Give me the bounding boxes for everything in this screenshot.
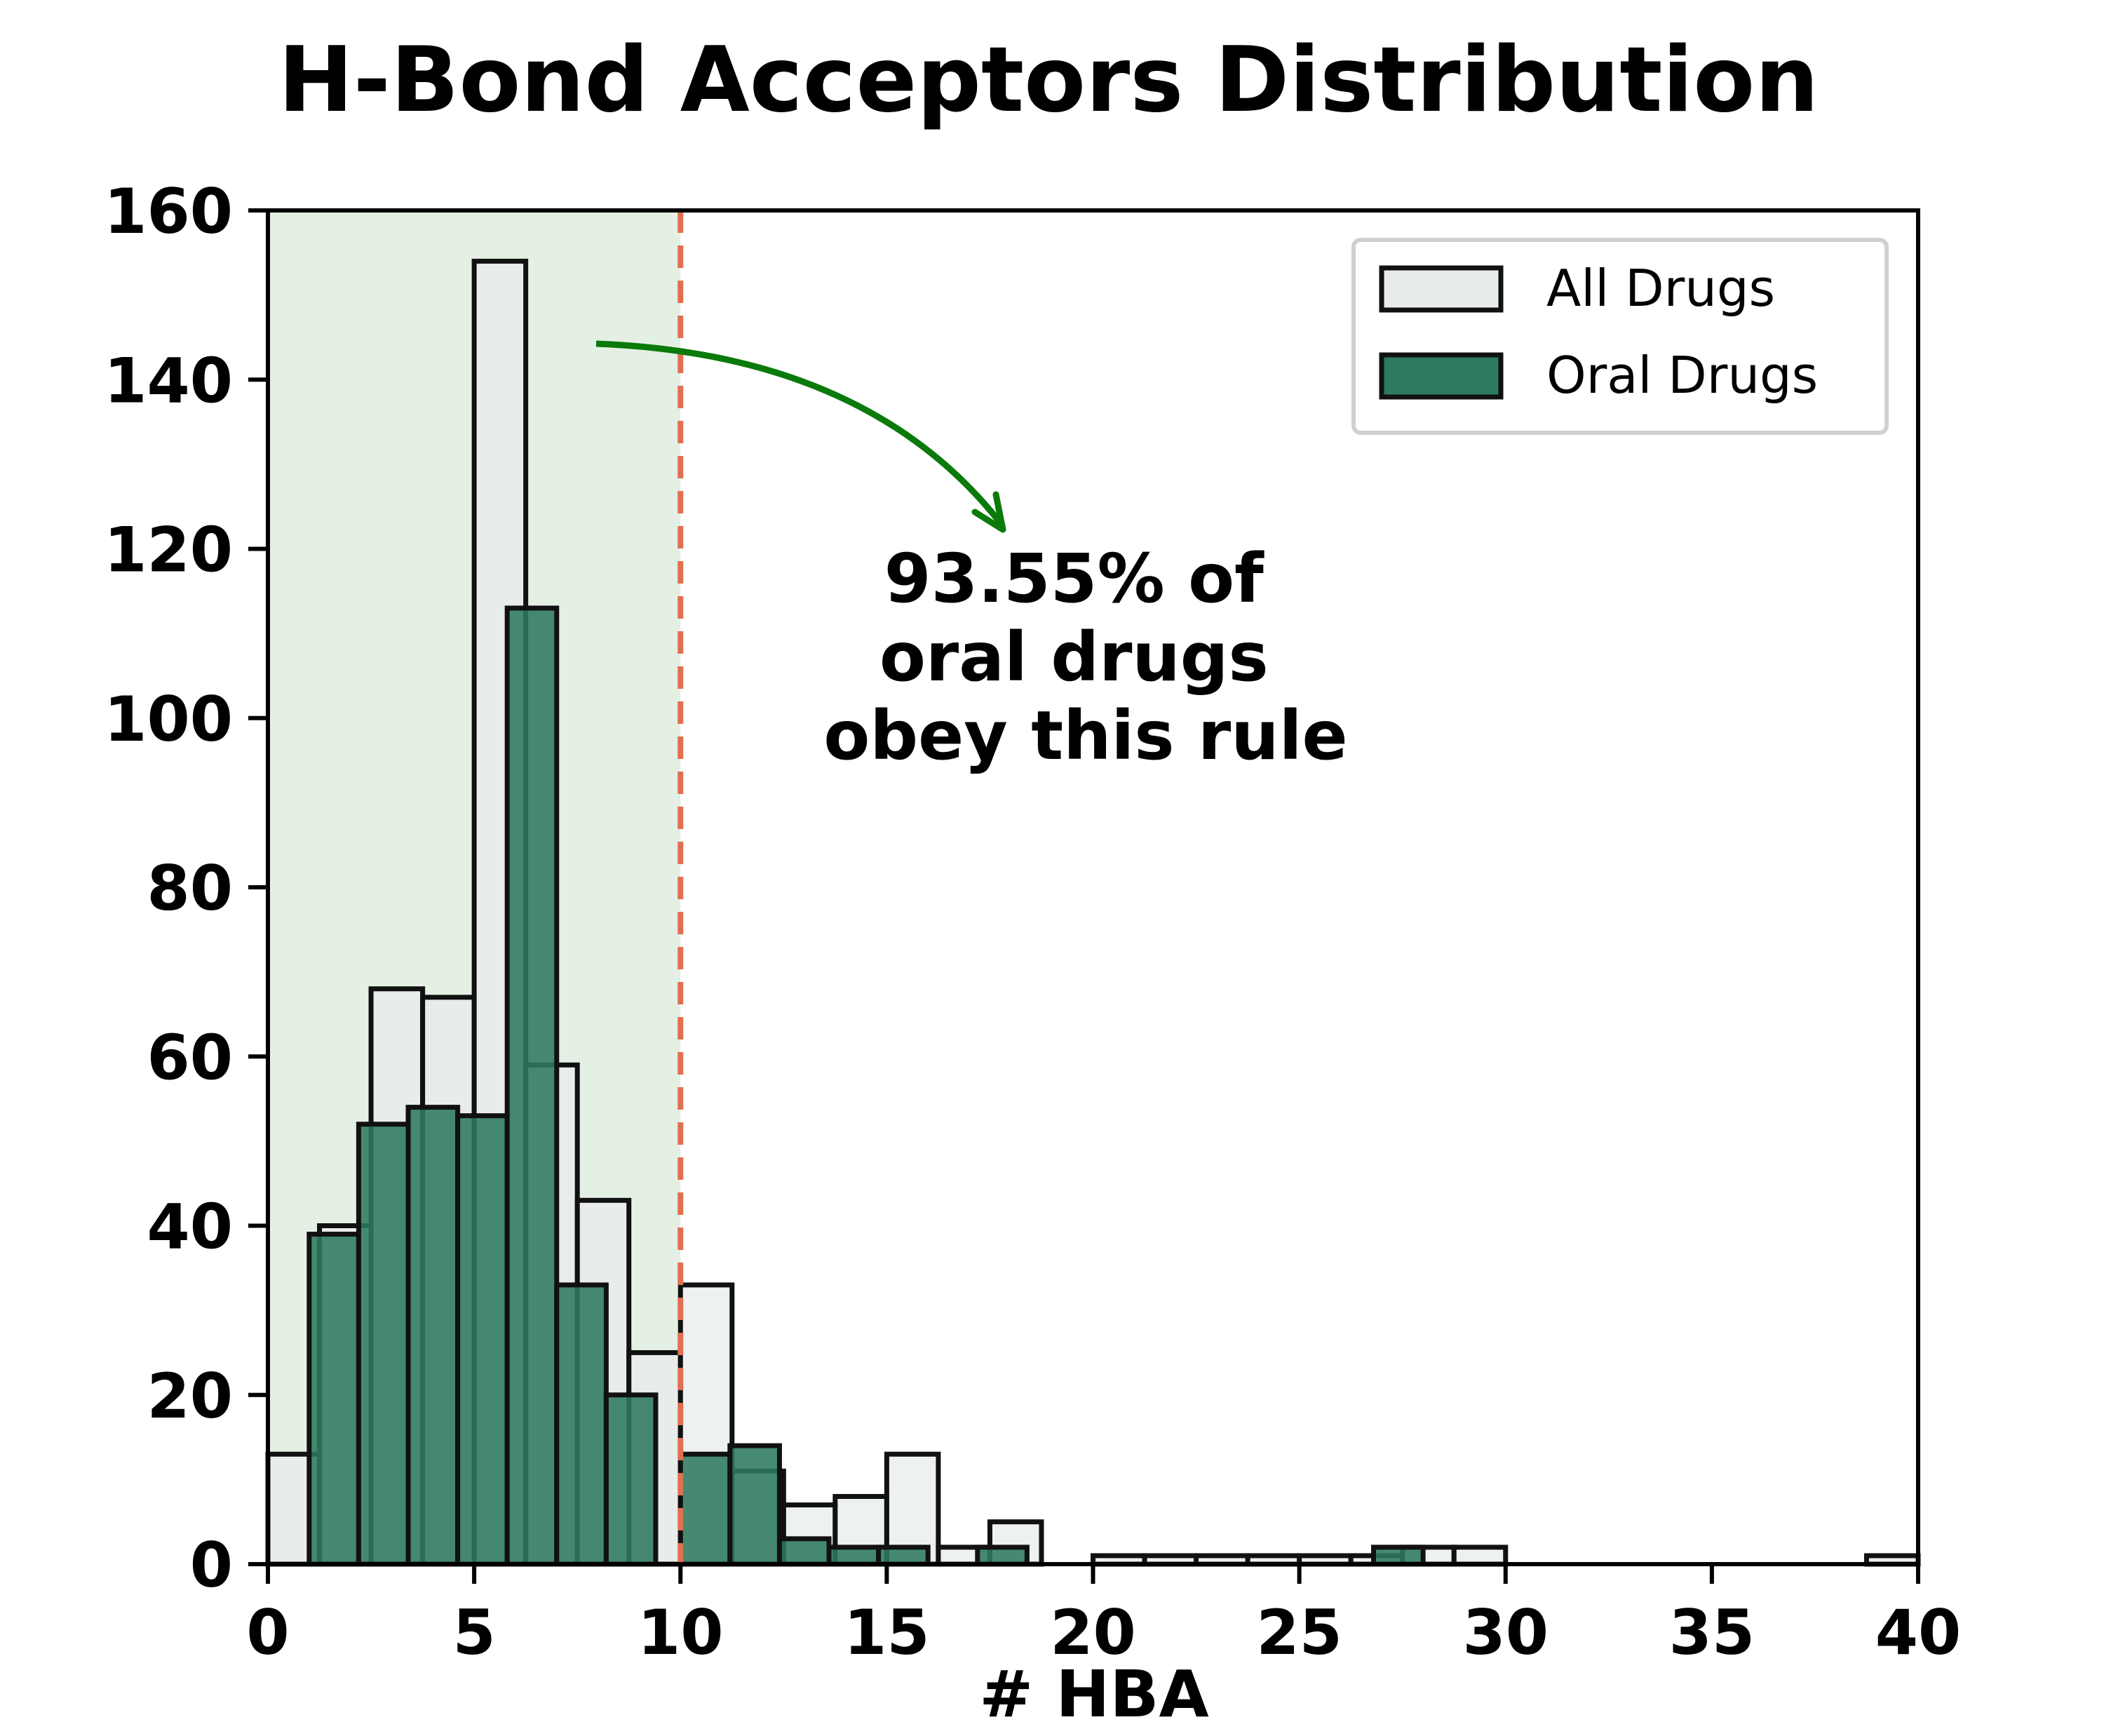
chart-title: H-Bond Acceptors Distribution: [278, 28, 1819, 133]
y-tick-label: 120: [104, 514, 233, 586]
x-tick-label: 30: [1463, 1596, 1549, 1669]
y-tick-label: 20: [147, 1360, 233, 1432]
y-tick-label: 160: [104, 175, 233, 248]
y-tick-label: 100: [104, 683, 233, 755]
x-tick-label: 5: [453, 1596, 496, 1669]
legend: All Drugs Oral Drugs: [1351, 238, 1889, 435]
oral-drugs-bar: [826, 1545, 882, 1567]
all-drugs-bar: [1451, 1545, 1509, 1567]
oral-drugs-bar: [1371, 1545, 1426, 1567]
legend-label-oral: Oral Drugs: [1546, 346, 1818, 405]
x-tick-label: 40: [1875, 1596, 1961, 1669]
oral-drugs-bar: [554, 1282, 609, 1567]
tick-labels: 0 5 10 15 20 25 30 35 40 0 20 40 60 80 100 120 140 160: [104, 175, 1961, 1669]
oral-drugs-bar: [455, 1113, 510, 1567]
oral-drugs-bar: [603, 1392, 659, 1567]
legend-label-all: All Drugs: [1546, 259, 1775, 318]
axes: [248, 208, 1920, 1584]
y-tick-label: 60: [147, 1021, 233, 1094]
oral-drugs-bar: [975, 1545, 1030, 1567]
x-tick-label: 35: [1669, 1596, 1755, 1669]
x-tick-label: 25: [1256, 1596, 1342, 1669]
annotation-line-3: obey this rule: [823, 697, 1347, 775]
y-tick-label: 140: [104, 344, 233, 417]
annotation-arrowhead: [971, 491, 1006, 533]
annotation-text: 93.55% of oral drugs obey this rule: [823, 539, 1347, 775]
x-axis-label: # HBA: [979, 1657, 1208, 1732]
oral-drugs-bar: [776, 1536, 832, 1567]
x-tick-label: 15: [844, 1596, 929, 1669]
oral-drugs-bar: [876, 1545, 931, 1567]
y-tick-label: 40: [147, 1191, 233, 1263]
legend-swatch-oral: [1379, 352, 1504, 400]
annotation-line-1: 93.55% of: [884, 539, 1265, 618]
oral-drugs-bar: [405, 1105, 461, 1567]
x-tick-label: 20: [1050, 1596, 1135, 1669]
annotation: 93.55% of oral drugs obey this rule: [595, 340, 1348, 775]
oral-drugs-bar: [504, 605, 560, 1567]
annotation-arrow: [595, 340, 1006, 528]
oral-drugs-bar: [727, 1443, 782, 1567]
oral-drugs-bar: [356, 1122, 411, 1567]
oral-drugs-bar: [306, 1232, 361, 1567]
oral-drugs-bar: [677, 1451, 733, 1567]
legend-swatch-all: [1379, 265, 1504, 313]
x-tick-label: 10: [638, 1596, 723, 1669]
x-tick-label: 0: [246, 1596, 289, 1669]
annotation-line-2: oral drugs: [879, 618, 1269, 697]
y-tick-label: 0: [190, 1529, 233, 1601]
y-tick-label: 80: [147, 852, 233, 924]
